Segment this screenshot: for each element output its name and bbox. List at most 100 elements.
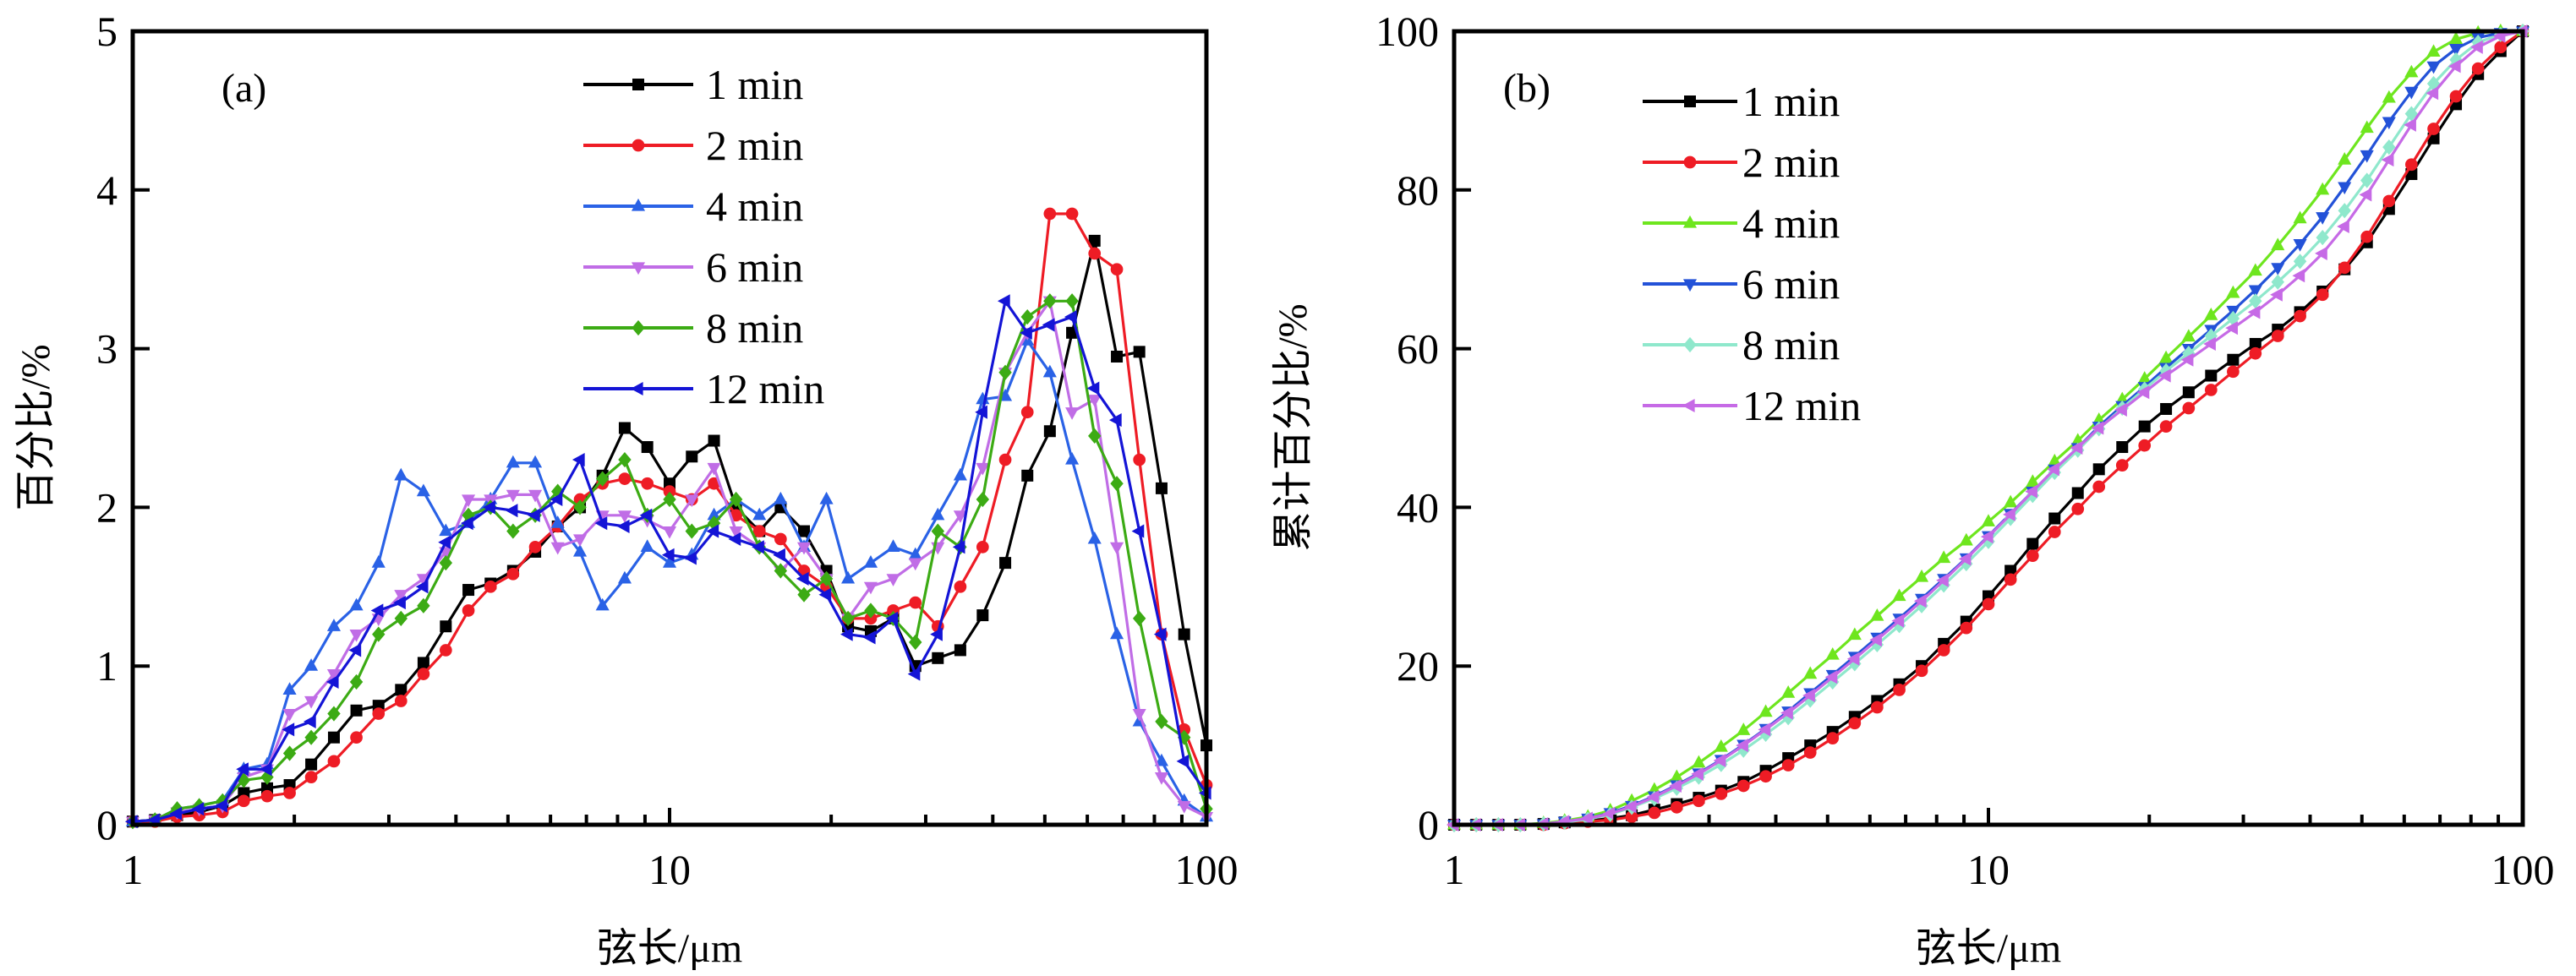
data-point bbox=[2293, 210, 2307, 224]
data-point bbox=[1959, 532, 1973, 546]
data-point bbox=[2471, 62, 2485, 75]
data-point bbox=[708, 434, 720, 447]
data-point bbox=[349, 630, 364, 642]
data-point bbox=[2448, 31, 2464, 44]
data-point bbox=[1826, 732, 1840, 744]
data-point bbox=[976, 609, 989, 622]
data-point bbox=[595, 597, 610, 611]
data-point bbox=[997, 294, 1010, 308]
x-tick-label: 100 bbox=[1175, 846, 1239, 893]
data-point bbox=[864, 603, 878, 619]
legend-item: 8 min bbox=[583, 304, 803, 352]
data-point bbox=[2360, 120, 2374, 134]
data-point bbox=[1087, 531, 1102, 544]
data-point bbox=[528, 455, 543, 468]
data-point bbox=[2271, 274, 2284, 290]
data-point bbox=[394, 610, 408, 626]
data-point bbox=[2004, 573, 2017, 586]
data-point bbox=[752, 540, 764, 554]
y-tick-label: 0 bbox=[1418, 801, 1439, 848]
data-point bbox=[998, 364, 1012, 380]
data-point bbox=[2248, 263, 2262, 276]
data-point bbox=[1937, 550, 1951, 564]
data-point bbox=[1869, 633, 1882, 647]
data-point bbox=[819, 491, 834, 504]
legend-item: 4 min bbox=[583, 183, 803, 230]
data-point bbox=[2360, 150, 2374, 163]
data-point bbox=[2205, 369, 2218, 382]
data-point bbox=[236, 762, 249, 777]
panel-b-label: (b) bbox=[1503, 66, 1551, 111]
data-point bbox=[2203, 336, 2216, 352]
data-point bbox=[1042, 318, 1055, 332]
data-point bbox=[2048, 526, 2061, 538]
x-tick-label: 1 bbox=[123, 846, 144, 893]
y-tick-label: 40 bbox=[1397, 483, 1439, 531]
data-point bbox=[862, 630, 876, 645]
data-point bbox=[798, 525, 811, 537]
data-point bbox=[1020, 325, 1032, 340]
data-point bbox=[1065, 407, 1080, 420]
data-point bbox=[1870, 701, 1884, 714]
data-point bbox=[1780, 706, 1793, 720]
data-point bbox=[528, 541, 542, 553]
data-point bbox=[484, 580, 497, 593]
data-point bbox=[1937, 644, 1950, 657]
data-point bbox=[2158, 368, 2171, 383]
data-point bbox=[2337, 219, 2349, 234]
data-point bbox=[1713, 753, 1726, 767]
series-line bbox=[1454, 30, 2523, 826]
data-point bbox=[1131, 524, 1145, 538]
data-point bbox=[2138, 420, 2151, 433]
y-tick-label: 1 bbox=[96, 642, 118, 690]
data-point bbox=[1020, 406, 1034, 419]
data-point bbox=[417, 668, 430, 680]
data-point bbox=[372, 707, 386, 720]
data-point bbox=[1691, 766, 1704, 781]
data-point bbox=[283, 787, 296, 799]
data-point bbox=[528, 489, 543, 503]
legend-item: 2 min bbox=[1643, 139, 1840, 186]
data-point bbox=[909, 634, 922, 651]
legend-marker bbox=[1682, 398, 1695, 413]
panel-b-ticks: 1 10 100 0 20 40 60 80 100 bbox=[1376, 8, 2555, 893]
data-point bbox=[2426, 86, 2439, 101]
series-8-min bbox=[1447, 23, 2530, 833]
data-point bbox=[2048, 512, 2061, 525]
y-tick-label: 0 bbox=[96, 801, 118, 848]
data-point bbox=[863, 581, 878, 595]
data-point bbox=[2249, 293, 2262, 309]
data-point bbox=[1936, 573, 1949, 587]
data-point bbox=[952, 540, 965, 554]
data-point bbox=[2116, 441, 2129, 454]
data-point bbox=[819, 570, 834, 587]
data-point bbox=[439, 555, 453, 571]
data-point bbox=[572, 543, 588, 557]
data-point bbox=[1020, 308, 1034, 325]
legend-marker bbox=[632, 319, 645, 336]
data-point bbox=[2270, 287, 2283, 302]
data-point bbox=[1670, 800, 1683, 814]
data-point bbox=[2004, 564, 2017, 577]
series-4-min bbox=[1447, 23, 2530, 830]
data-point bbox=[417, 657, 429, 669]
y-tick-label: 4 bbox=[96, 166, 118, 214]
legend-label: 8 min bbox=[1742, 321, 1840, 368]
data-point bbox=[1982, 597, 1995, 611]
data-point bbox=[1087, 395, 1102, 407]
data-point bbox=[2047, 462, 2059, 477]
data-point bbox=[1624, 799, 1637, 814]
data-point bbox=[975, 405, 987, 419]
data-point bbox=[2316, 230, 2329, 246]
legend-marker bbox=[632, 139, 645, 152]
data-point bbox=[282, 722, 295, 737]
data-point bbox=[2494, 41, 2508, 54]
data-point bbox=[931, 507, 945, 521]
panel-b-xlabel: 弦长/μm bbox=[1916, 926, 2061, 971]
data-point bbox=[641, 477, 654, 490]
legend-marker bbox=[632, 79, 644, 90]
series-12-min bbox=[1446, 24, 2528, 832]
panel-a-series bbox=[124, 207, 1214, 830]
data-point bbox=[706, 524, 719, 538]
